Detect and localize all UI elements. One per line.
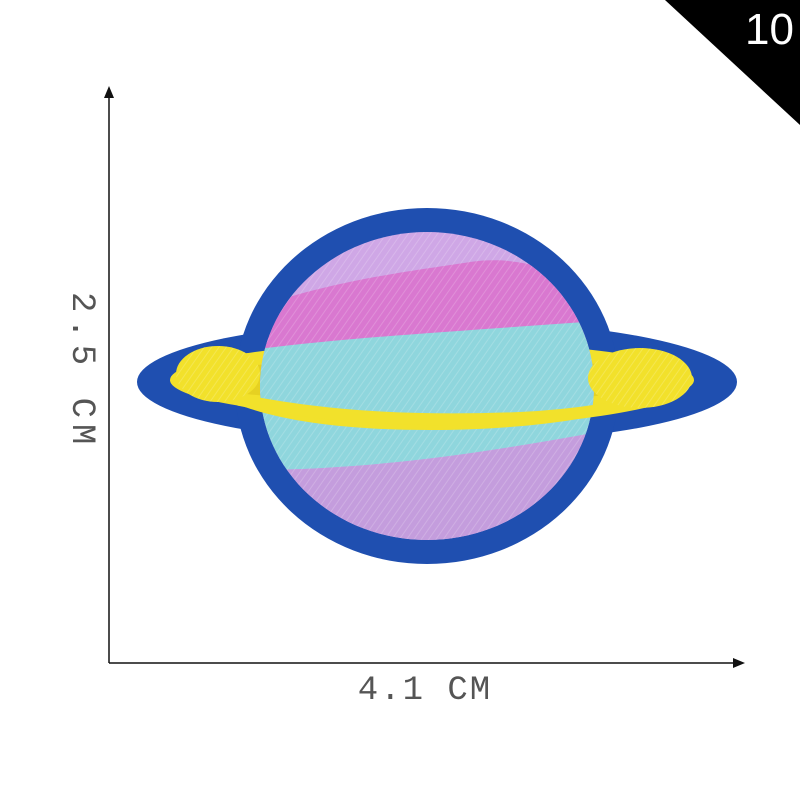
width-dimension-label: 4.1 CM [357, 672, 493, 710]
badge-number: 10 [745, 5, 794, 54]
height-dimension-label: 2.5 CM [62, 292, 100, 451]
corner-badge-triangle [665, 0, 800, 125]
vertical-arrow-icon [104, 86, 114, 98]
horizontal-arrow-icon [733, 658, 745, 668]
planet-patch [137, 208, 737, 564]
dimension-axes [104, 86, 745, 668]
